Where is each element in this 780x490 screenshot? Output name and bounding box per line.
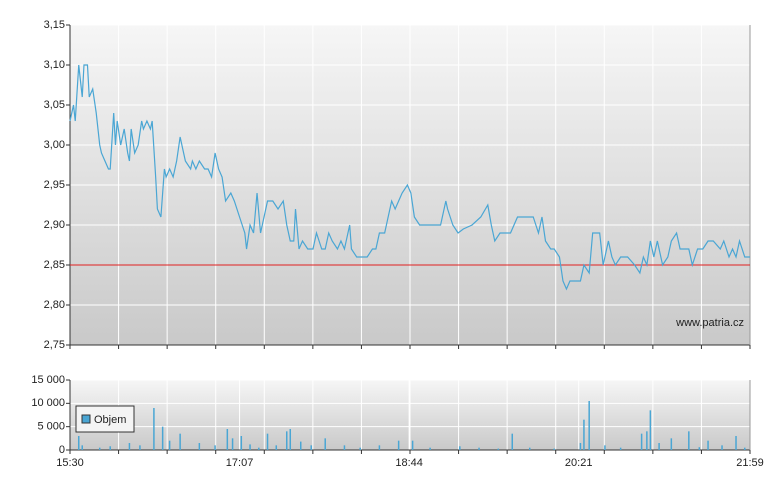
volume-bar [231,438,234,450]
volume-bar [397,440,400,450]
x-tick-label: 18:44 [395,457,423,469]
volume-bar [698,447,701,450]
volume-bar [688,431,690,450]
volume-bar [640,433,643,450]
legend-swatch [81,414,91,424]
volume-bar [109,446,111,450]
volume-bar [735,436,737,450]
y-tick-label: 3,15 [44,19,65,31]
volume-bar [98,447,101,450]
legend: Objem [75,405,135,433]
y-tick-label: 2,75 [44,339,65,351]
volume-bar [670,438,673,450]
y-tick-label: 3,10 [44,59,65,71]
volume-bar [579,443,582,450]
y-tick-label: 3,00 [44,139,65,151]
volume-bar [478,447,480,450]
volume-bar [168,440,171,450]
volume-bar [459,446,461,450]
volume-bar [266,433,269,450]
y-tick-label: 2,95 [44,179,65,191]
x-tick-label: 17:07 [226,457,254,469]
volume-bar [179,433,181,450]
volume-bar [646,431,648,450]
volume-bar [198,443,201,450]
legend-label: Objem [94,414,126,426]
y-tick-label: 5 000 [37,421,65,433]
volume-bar [343,445,346,450]
volume-bar [153,408,155,450]
volume-bar [429,447,431,450]
x-tick-label: 15:30 [56,457,84,469]
x-tick-label: 20:21 [565,457,593,469]
volume-bar [411,440,414,450]
volume-bar [214,445,216,450]
volume-bar [77,436,80,450]
volume-bar [707,440,709,450]
y-tick-label: 0 [59,444,65,456]
volume-bar [744,447,746,450]
volume-bar [721,445,723,450]
volume-bar [497,448,500,450]
volume-bar [81,445,83,450]
volume-bar [583,419,585,450]
y-tick-label: 15 000 [31,374,65,386]
price-line [69,64,750,291]
volume-bar [240,436,243,450]
volume-bar [249,444,251,450]
volume-bar [553,448,555,450]
volume-bar [128,443,131,450]
x-tick-label: 21:59 [736,457,764,469]
volume-bar [528,447,531,450]
y-tick-label: 2,90 [44,219,65,231]
legend-box [75,405,135,433]
volume-bar [161,426,164,450]
volume-bar [286,431,288,450]
y-tick-label: 10 000 [31,397,65,409]
volume-bar [511,433,514,450]
volume-bar [139,445,141,450]
volume-bar [359,447,361,450]
volume-bar [619,447,622,450]
volume-bar [588,401,590,450]
volume-bar [649,410,652,450]
volume-bar [310,445,312,450]
volume-bar [658,443,660,450]
y-tick-label: 2,80 [44,299,65,311]
volume-bar [275,445,278,450]
volume-bar [324,438,326,450]
volume-bar [604,445,606,450]
y-tick-label: 2,85 [44,259,65,271]
volume-bar [299,441,302,450]
volume-bar [378,445,381,450]
y-tick-label: 3,05 [44,99,65,111]
annotation: www.patria.cz [675,317,744,329]
volume-bar [289,429,292,450]
volume-bar [226,429,229,450]
volume-bar [258,447,260,450]
